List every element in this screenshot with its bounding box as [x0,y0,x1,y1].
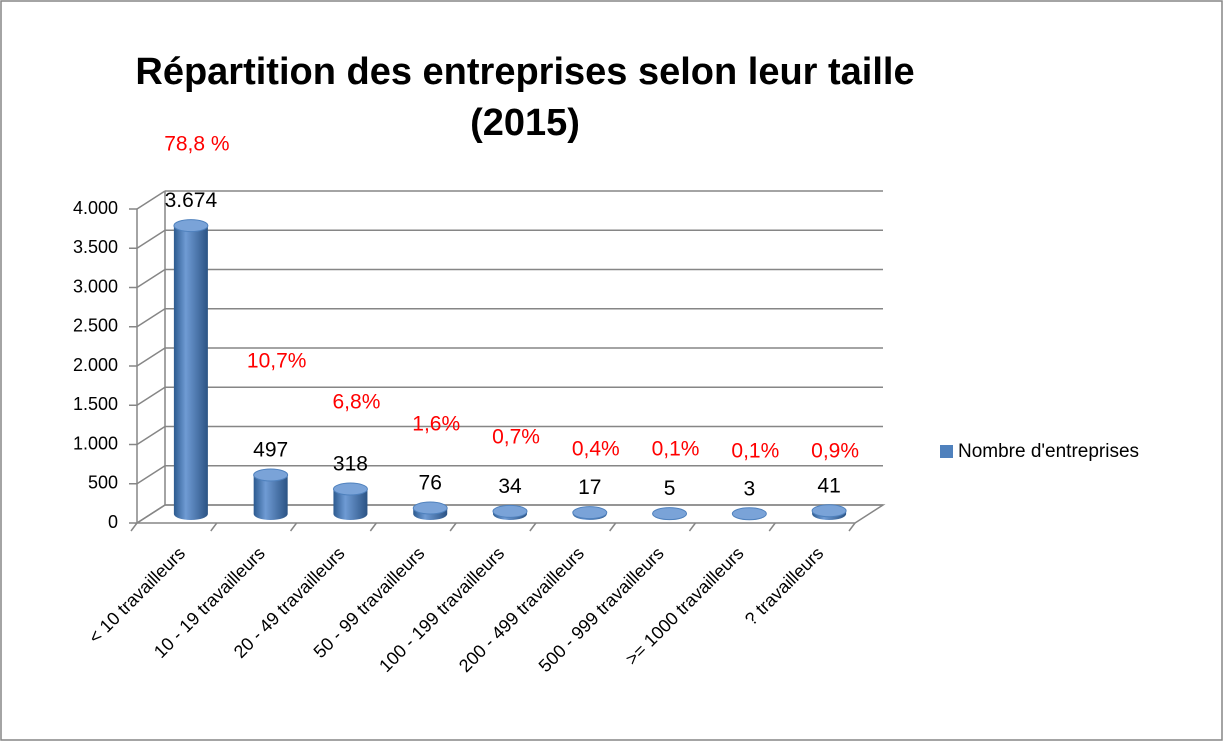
bar [332,482,368,520]
bar [253,468,289,520]
bar [811,504,847,520]
x-tick [449,522,457,532]
chart-title: (2015) [470,102,580,144]
annotation: 0,1% [652,438,700,461]
grid-line [136,190,166,210]
grid-line [136,268,166,289]
bar-part [652,507,688,521]
annotation: 6,8% [333,391,381,414]
x-tick [688,522,697,532]
x-tick [289,522,298,532]
bar-part [253,474,288,520]
grid-line [136,386,166,406]
x-tick [529,522,537,532]
value-label: 318 [333,453,368,476]
x-tick [369,522,377,532]
annotation: 0,7% [492,426,540,449]
value-label: 497 [253,439,288,462]
y-tick-label: 500 [88,473,118,493]
bar [731,507,767,521]
annotation: 78,8 % [164,133,229,156]
value-label: 41 [817,474,840,497]
y-tick-label: 0 [108,512,118,532]
bar-part [173,225,208,520]
value-label: 5 [664,477,676,500]
y-tick-label: 3.500 [73,237,118,257]
value-label: 34 [498,475,522,498]
bar-part [333,489,368,520]
y-tick-label: 2.000 [73,355,118,375]
x-tick [609,522,617,532]
bar-part [173,219,209,233]
grid-line [136,347,166,367]
grid-line [136,229,166,249]
annotation: 0,4% [572,438,620,461]
legend-swatch [940,445,953,458]
value-label: 3.674 [165,189,218,212]
y-tick-label: 1.000 [73,433,118,453]
chart-title: Répartition des entreprises selon leur t… [135,51,914,93]
y-tick-label: 1.500 [73,394,118,414]
grid-line [136,308,166,328]
bar-part [572,506,608,520]
value-label: 76 [419,472,442,495]
bar-part [253,468,289,482]
legend-label: Nombre d'entreprises [958,441,1139,462]
x-tick [768,522,776,532]
value-label: 3 [743,477,755,500]
x-tick [210,522,218,532]
grid-line [136,504,166,524]
bar-part [492,504,528,518]
grid-line [136,425,166,446]
bar-part [332,482,368,496]
y-tick-label: 4.000 [73,198,118,218]
bar-part [412,501,448,515]
y-tick-label: 3.000 [73,276,118,296]
y-tick-label: 2.500 [73,316,118,336]
x-tick [130,522,138,532]
annotation: 0,9% [811,440,859,463]
bar [173,219,209,520]
bar [412,501,448,520]
annotation: 0,1% [731,440,779,463]
bar [652,507,688,521]
bar-part [811,504,847,518]
bar-part [731,507,767,521]
bar [572,506,608,520]
bar [492,504,528,520]
value-label: 17 [578,476,601,499]
grid-line [136,465,166,485]
annotation: 1,6% [412,413,460,436]
x-tick [848,522,856,532]
annotation: 10,7% [247,350,307,373]
